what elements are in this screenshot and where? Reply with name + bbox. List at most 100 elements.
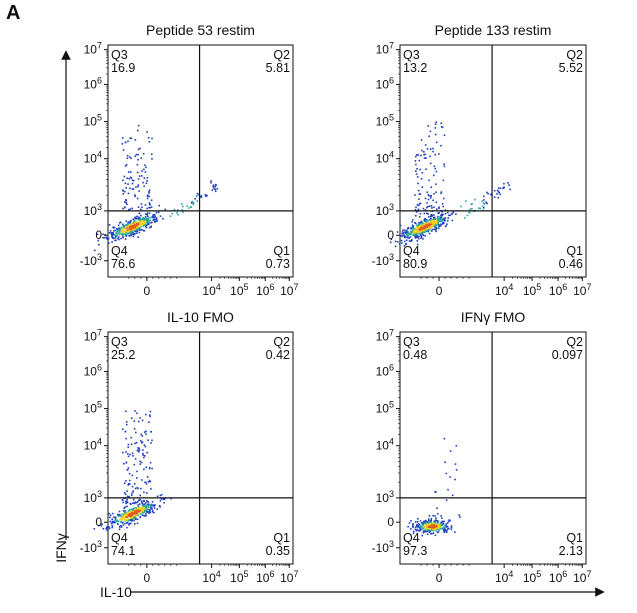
event-dot — [147, 223, 150, 225]
event-dot — [171, 212, 173, 215]
y-tick-label: 104 — [84, 150, 102, 166]
event-dot — [417, 237, 420, 240]
event-dot — [124, 430, 127, 433]
event-dot — [419, 168, 421, 171]
event-dot — [155, 211, 158, 214]
event-dot — [435, 227, 437, 229]
event-dot — [142, 508, 145, 510]
x-tick-label: 0 — [144, 284, 151, 298]
event-dot — [442, 527, 445, 529]
event-dot — [142, 454, 144, 456]
event-dot — [150, 507, 152, 509]
event-dot — [146, 212, 149, 214]
event-dot — [418, 198, 420, 200]
event-dot — [105, 236, 107, 239]
event-dot — [427, 230, 429, 233]
event-dot — [410, 232, 412, 234]
event-dot — [424, 525, 426, 527]
event-dot — [146, 219, 148, 222]
event-dot — [482, 205, 484, 208]
event-dot — [428, 221, 431, 224]
event-dot — [430, 521, 432, 524]
event-dot — [143, 456, 145, 459]
y-tick-label: 106 — [84, 362, 102, 378]
event-dot — [125, 511, 127, 513]
event-dot — [400, 239, 403, 242]
event-dot — [137, 227, 139, 230]
event-dot — [451, 219, 454, 222]
event-dot — [412, 219, 414, 221]
x-tick-label: 0 — [436, 571, 443, 585]
x-tick-label: 106 — [256, 569, 274, 585]
event-dot — [125, 480, 127, 482]
event-dot — [415, 154, 418, 156]
event-dot — [123, 517, 126, 520]
event-dot — [425, 224, 427, 227]
event-dot — [122, 428, 124, 430]
event-dot — [124, 232, 127, 234]
event-dot — [141, 219, 144, 222]
event-dot — [139, 463, 142, 465]
event-dot — [192, 203, 195, 206]
event-dot — [411, 231, 413, 234]
quadrant-value-q4: 74.1 — [111, 544, 135, 558]
quadrant-value-q1: 0.46 — [559, 257, 583, 271]
event-dot — [429, 524, 432, 527]
event-dot — [138, 451, 140, 453]
event-dot — [420, 227, 422, 230]
event-dot — [435, 201, 438, 204]
event-dot — [124, 230, 127, 232]
event-dot — [420, 232, 423, 235]
event-dot — [120, 515, 122, 518]
event-dot — [407, 525, 409, 528]
y-tick-label: 104 — [376, 150, 394, 166]
event-dot — [412, 227, 414, 229]
event-dot — [424, 153, 426, 156]
event-dot — [408, 240, 411, 242]
event-dot — [128, 513, 130, 516]
event-dot — [124, 522, 126, 525]
event-dot — [448, 527, 450, 530]
event-dot — [140, 157, 143, 159]
plot-frame — [107, 331, 294, 565]
event-dot — [148, 195, 150, 198]
event-dot — [130, 228, 133, 231]
event-dot — [126, 225, 129, 227]
event-dot — [443, 520, 445, 523]
event-dot — [431, 228, 434, 231]
event-dot — [152, 215, 154, 218]
x-tick-label: 104 — [202, 282, 220, 298]
event-dot — [128, 156, 131, 158]
event-dot — [437, 512, 439, 515]
y-tick-label: 0 — [387, 515, 394, 529]
event-dot — [143, 168, 145, 171]
event-dot — [486, 191, 488, 194]
event-dot — [428, 531, 431, 533]
event-dot — [122, 137, 124, 139]
event-dot — [416, 232, 418, 235]
event-dot — [132, 231, 134, 234]
quadrant-name-q1: Q1 — [273, 244, 290, 258]
event-dot — [425, 525, 427, 527]
event-dot — [149, 480, 152, 483]
event-dot — [192, 202, 195, 204]
event-dot — [427, 518, 430, 520]
event-dot — [414, 209, 417, 211]
event-dot — [181, 208, 183, 211]
event-dot — [138, 212, 141, 215]
event-dot — [455, 469, 458, 471]
event-dot — [430, 226, 432, 229]
event-dot — [428, 526, 431, 528]
event-dot — [142, 449, 144, 451]
event-dot — [102, 233, 104, 235]
event-dot — [427, 223, 430, 226]
event-dot — [422, 522, 424, 524]
event-dot — [151, 137, 153, 140]
event-dot — [410, 230, 412, 233]
event-dot — [418, 221, 420, 224]
event-dot — [156, 495, 159, 498]
event-dot — [493, 189, 496, 192]
event-dot — [130, 232, 132, 234]
event-dot — [139, 229, 142, 231]
event-dot — [131, 207, 134, 210]
